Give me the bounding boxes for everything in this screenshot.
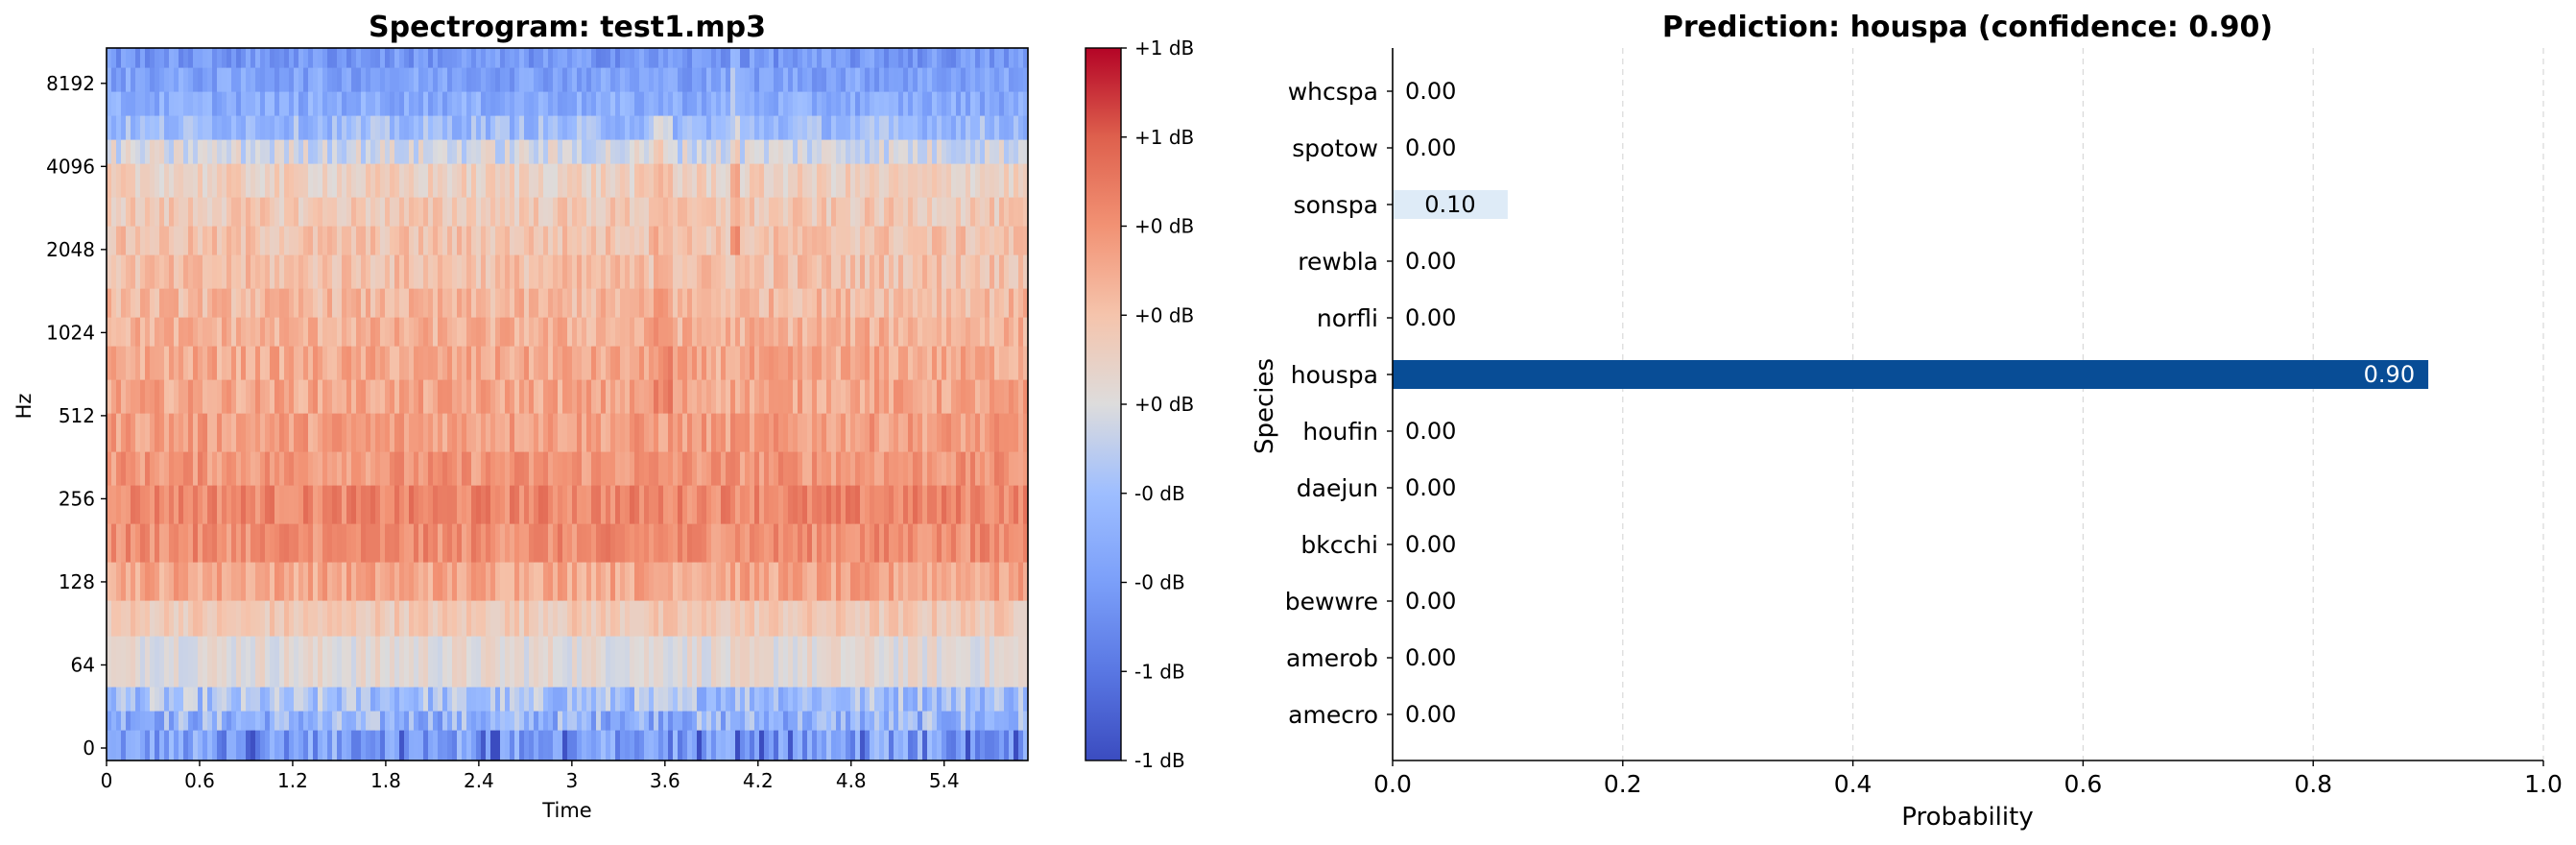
prediction-bar bbox=[1393, 360, 2429, 389]
spectrogram-x-tick-label: 2.4 bbox=[464, 769, 494, 792]
prediction-x-ticks: 0.0 0.2 0.4 0.6 0.8 1.0 bbox=[1373, 760, 2563, 798]
prediction-x-tick-label: 0.8 bbox=[2294, 770, 2332, 798]
prediction-y-tick-label: bkcchi bbox=[1300, 531, 1378, 559]
prediction-y-tick-label: spotow bbox=[1292, 134, 1378, 162]
prediction-bar bbox=[1393, 190, 1508, 219]
prediction-y-tick-label: norfli bbox=[1317, 304, 1378, 332]
prediction-y-ticks: amecro amerob bewwre bkcchi daejun houfin hous… bbox=[1285, 78, 1393, 729]
colorbar-tick-label: +1 dB bbox=[1134, 126, 1194, 149]
spectrogram-x-tick-label: 0.6 bbox=[184, 769, 215, 792]
prediction-y-tick-label: sonspa bbox=[1294, 191, 1378, 219]
prediction-y-tick-label: houspa bbox=[1291, 361, 1378, 389]
spectrogram-y-label: Hz bbox=[12, 394, 36, 420]
prediction-bars: 0.00 0.00 0.00 0.00 0.00 0.00 0.90 0.00 0.00 0.10… bbox=[1393, 78, 2429, 728]
spectrogram-y-tick-label: 0 bbox=[83, 736, 95, 760]
spectrogram-y-tick-label: 8192 bbox=[46, 72, 95, 95]
prediction-x-tick-label: 0.2 bbox=[1604, 770, 1642, 798]
prediction-y-tick-label: whcspa bbox=[1288, 78, 1378, 106]
prediction-x-tick-label: 0.4 bbox=[1834, 770, 1872, 798]
colorbar: +1 dB +1 dB +0 dB +0 dB +0 dB -0 dB -0 dB -1 dB… bbox=[1085, 36, 1194, 772]
colorbar-tick-label: -1 dB bbox=[1134, 749, 1185, 772]
prediction-y-label: Species bbox=[1251, 358, 1279, 454]
spectrogram-y-tick-label: 128 bbox=[59, 570, 95, 593]
prediction-value-label: 0.00 bbox=[1405, 248, 1456, 275]
prediction-y-tick-label: amerob bbox=[1286, 644, 1378, 672]
colorbar-tick-label: +0 dB bbox=[1134, 303, 1194, 326]
prediction-chart: Prediction: houspa (confidence: 0.90) 0.… bbox=[1251, 11, 2563, 832]
prediction-x-label: Probability bbox=[1901, 803, 2033, 832]
spectrogram-image bbox=[107, 48, 1028, 760]
spectrogram-x-tick-label: 4.2 bbox=[743, 769, 774, 792]
spectrogram-x-label: Time bbox=[541, 799, 591, 822]
prediction-x-tick-label: 1.0 bbox=[2524, 770, 2563, 798]
prediction-value-label: 0.00 bbox=[1405, 701, 1456, 728]
colorbar-tick-label: +1 dB bbox=[1134, 36, 1194, 60]
spectrogram-y-tick-label: 4096 bbox=[46, 155, 95, 178]
prediction-value-label: 0.00 bbox=[1405, 588, 1456, 615]
colorbar-ticks: +1 dB +1 dB +0 dB +0 dB +0 dB -0 dB -0 dB -1 dB… bbox=[1121, 36, 1194, 772]
colorbar-tick-label: +0 dB bbox=[1134, 215, 1194, 238]
colorbar-tick-label: +0 dB bbox=[1134, 393, 1194, 416]
spectrogram-frame bbox=[106, 47, 1029, 761]
prediction-y-tick-label: daejun bbox=[1297, 474, 1378, 502]
spectrogram-x-tick-label: 4.8 bbox=[836, 769, 867, 792]
prediction-value-label: 0.00 bbox=[1405, 644, 1456, 671]
spectrogram-y-tick-label: 2048 bbox=[46, 238, 95, 261]
spectrogram-x-tick-label: 3.6 bbox=[650, 769, 680, 792]
spectrogram-y-ticks: 0 64 128 256 512 1024 2048 4096 8192 bbox=[46, 72, 107, 760]
colorbar-tick-label: -1 dB bbox=[1134, 660, 1185, 683]
prediction-y-tick-label: amecro bbox=[1288, 701, 1378, 729]
spectrogram-x-tick-label: 3 bbox=[565, 769, 578, 792]
prediction-y-tick-label: houfin bbox=[1302, 418, 1378, 446]
prediction-value-label: 0.00 bbox=[1405, 474, 1456, 501]
prediction-value-label: 0.00 bbox=[1405, 78, 1456, 105]
spectrogram-x-ticks: 0 0.6 1.2 1.8 2.4 3 3.6 4.2 4.8 5.4 bbox=[101, 760, 960, 792]
spectrogram-x-tick-label: 1.2 bbox=[277, 769, 308, 792]
spectrogram-y-tick-label: 1024 bbox=[46, 321, 95, 344]
spectrogram-y-tick-label: 64 bbox=[71, 653, 95, 676]
prediction-x-tick-label: 0.0 bbox=[1373, 770, 1412, 798]
colorbar-tick-label: -0 dB bbox=[1134, 571, 1185, 594]
prediction-y-tick-label: bewwre bbox=[1285, 588, 1378, 616]
prediction-value-label: 0.00 bbox=[1405, 418, 1456, 445]
spectrogram-y-tick-label: 256 bbox=[59, 487, 95, 510]
prediction-grid bbox=[1622, 48, 2544, 760]
spectrogram-y-tick-label: 512 bbox=[59, 404, 95, 427]
colorbar-gradient bbox=[1085, 47, 1122, 761]
colorbar-tick-label: -0 dB bbox=[1134, 482, 1185, 505]
prediction-x-tick-label: 0.6 bbox=[2064, 770, 2103, 798]
spectrogram-x-tick-label: 0 bbox=[101, 769, 113, 792]
prediction-value-label: 0.00 bbox=[1405, 531, 1456, 558]
prediction-value-label: 0.90 bbox=[2364, 361, 2415, 388]
prediction-title: Prediction: houspa (confidence: 0.90) bbox=[1662, 11, 2273, 44]
prediction-value-label: 0.10 bbox=[1424, 191, 1475, 218]
spectrogram-title: Spectrogram: test1.mp3 bbox=[369, 11, 766, 44]
spectrogram-chart: Spectrogram: test1.mp3 0 0.6 1.2 1.8 2.4 3 3.6… bbox=[12, 11, 1029, 822]
prediction-y-tick-label: rewbla bbox=[1298, 248, 1378, 276]
spectrogram-x-tick-label: 5.4 bbox=[929, 769, 960, 792]
prediction-value-label: 0.00 bbox=[1405, 304, 1456, 331]
prediction-value-label: 0.00 bbox=[1405, 134, 1456, 161]
spectrogram-x-tick-label: 1.8 bbox=[370, 769, 401, 792]
